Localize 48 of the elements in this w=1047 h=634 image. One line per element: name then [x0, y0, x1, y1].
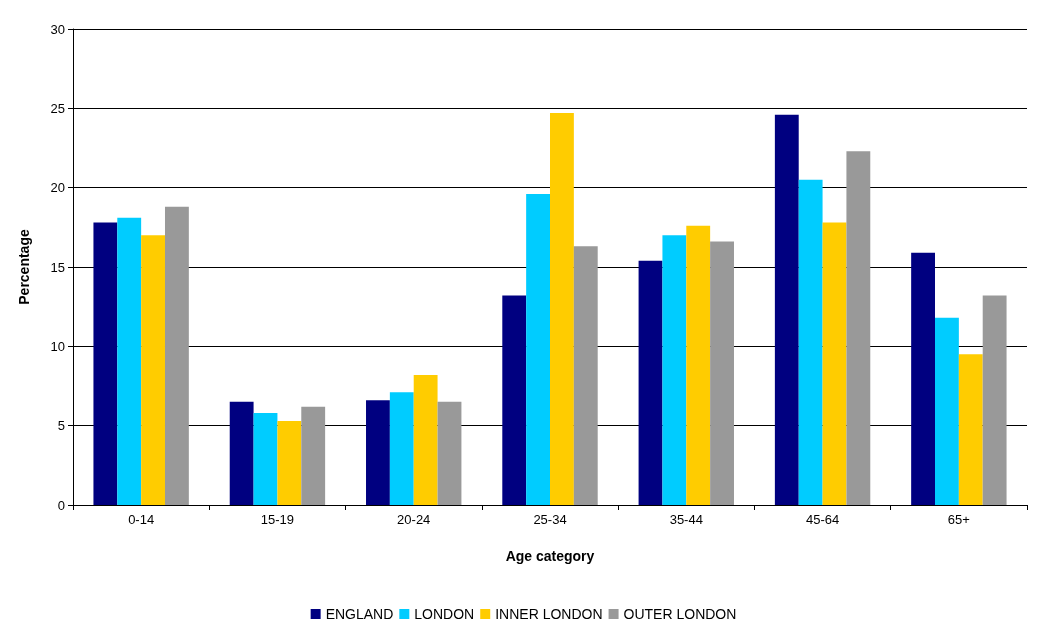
bar [253, 412, 278, 505]
bar [686, 225, 711, 505]
bar [710, 241, 734, 505]
bar [277, 420, 302, 505]
bar [550, 113, 574, 505]
x-tick-label: 45-64 [805, 512, 840, 527]
bar [638, 260, 663, 505]
y-tick-label: 0 [57, 497, 65, 513]
y-tick-label: 10 [50, 338, 65, 354]
legend-label: OUTER LONDON [623, 606, 737, 622]
y-tick-label: 15 [50, 259, 65, 275]
x-tick-label: 15-19 [260, 512, 295, 527]
bar [662, 235, 687, 505]
bar [93, 222, 118, 505]
bar [935, 317, 959, 505]
bar [117, 217, 142, 505]
bar [164, 206, 189, 505]
x-tick-label: 25-34 [533, 512, 567, 527]
bar [774, 114, 799, 505]
x-tick-label: 0-14 [128, 512, 155, 527]
legend-label: LONDON [414, 606, 475, 622]
legend-label: ENGLAND [325, 606, 394, 622]
bar [229, 401, 254, 505]
bar [958, 354, 983, 505]
bar [141, 235, 165, 505]
bar [526, 194, 550, 505]
x-tick-label: 65+ [947, 512, 970, 527]
bar [502, 295, 527, 505]
x-axis-title: Age category [505, 548, 595, 564]
bar [389, 392, 414, 505]
bar [846, 151, 871, 505]
y-tick-label: 25 [50, 100, 65, 116]
y-tick-label: 30 [50, 21, 65, 37]
y-tick-label: 5 [57, 418, 65, 434]
bar [911, 252, 936, 505]
x-tick-label: 20-24 [397, 512, 431, 527]
x-tick-label: 35-44 [669, 512, 703, 527]
legend-label: INNER LONDON [495, 606, 603, 622]
bar [413, 374, 438, 505]
bar [982, 295, 1007, 505]
bar [437, 401, 462, 505]
y-axis-title: Percentage [16, 229, 32, 305]
bar [366, 400, 390, 505]
bar [301, 406, 326, 505]
bar [822, 222, 847, 505]
y-tick-label: 20 [50, 180, 65, 196]
bar [798, 179, 823, 505]
bar [573, 246, 598, 505]
